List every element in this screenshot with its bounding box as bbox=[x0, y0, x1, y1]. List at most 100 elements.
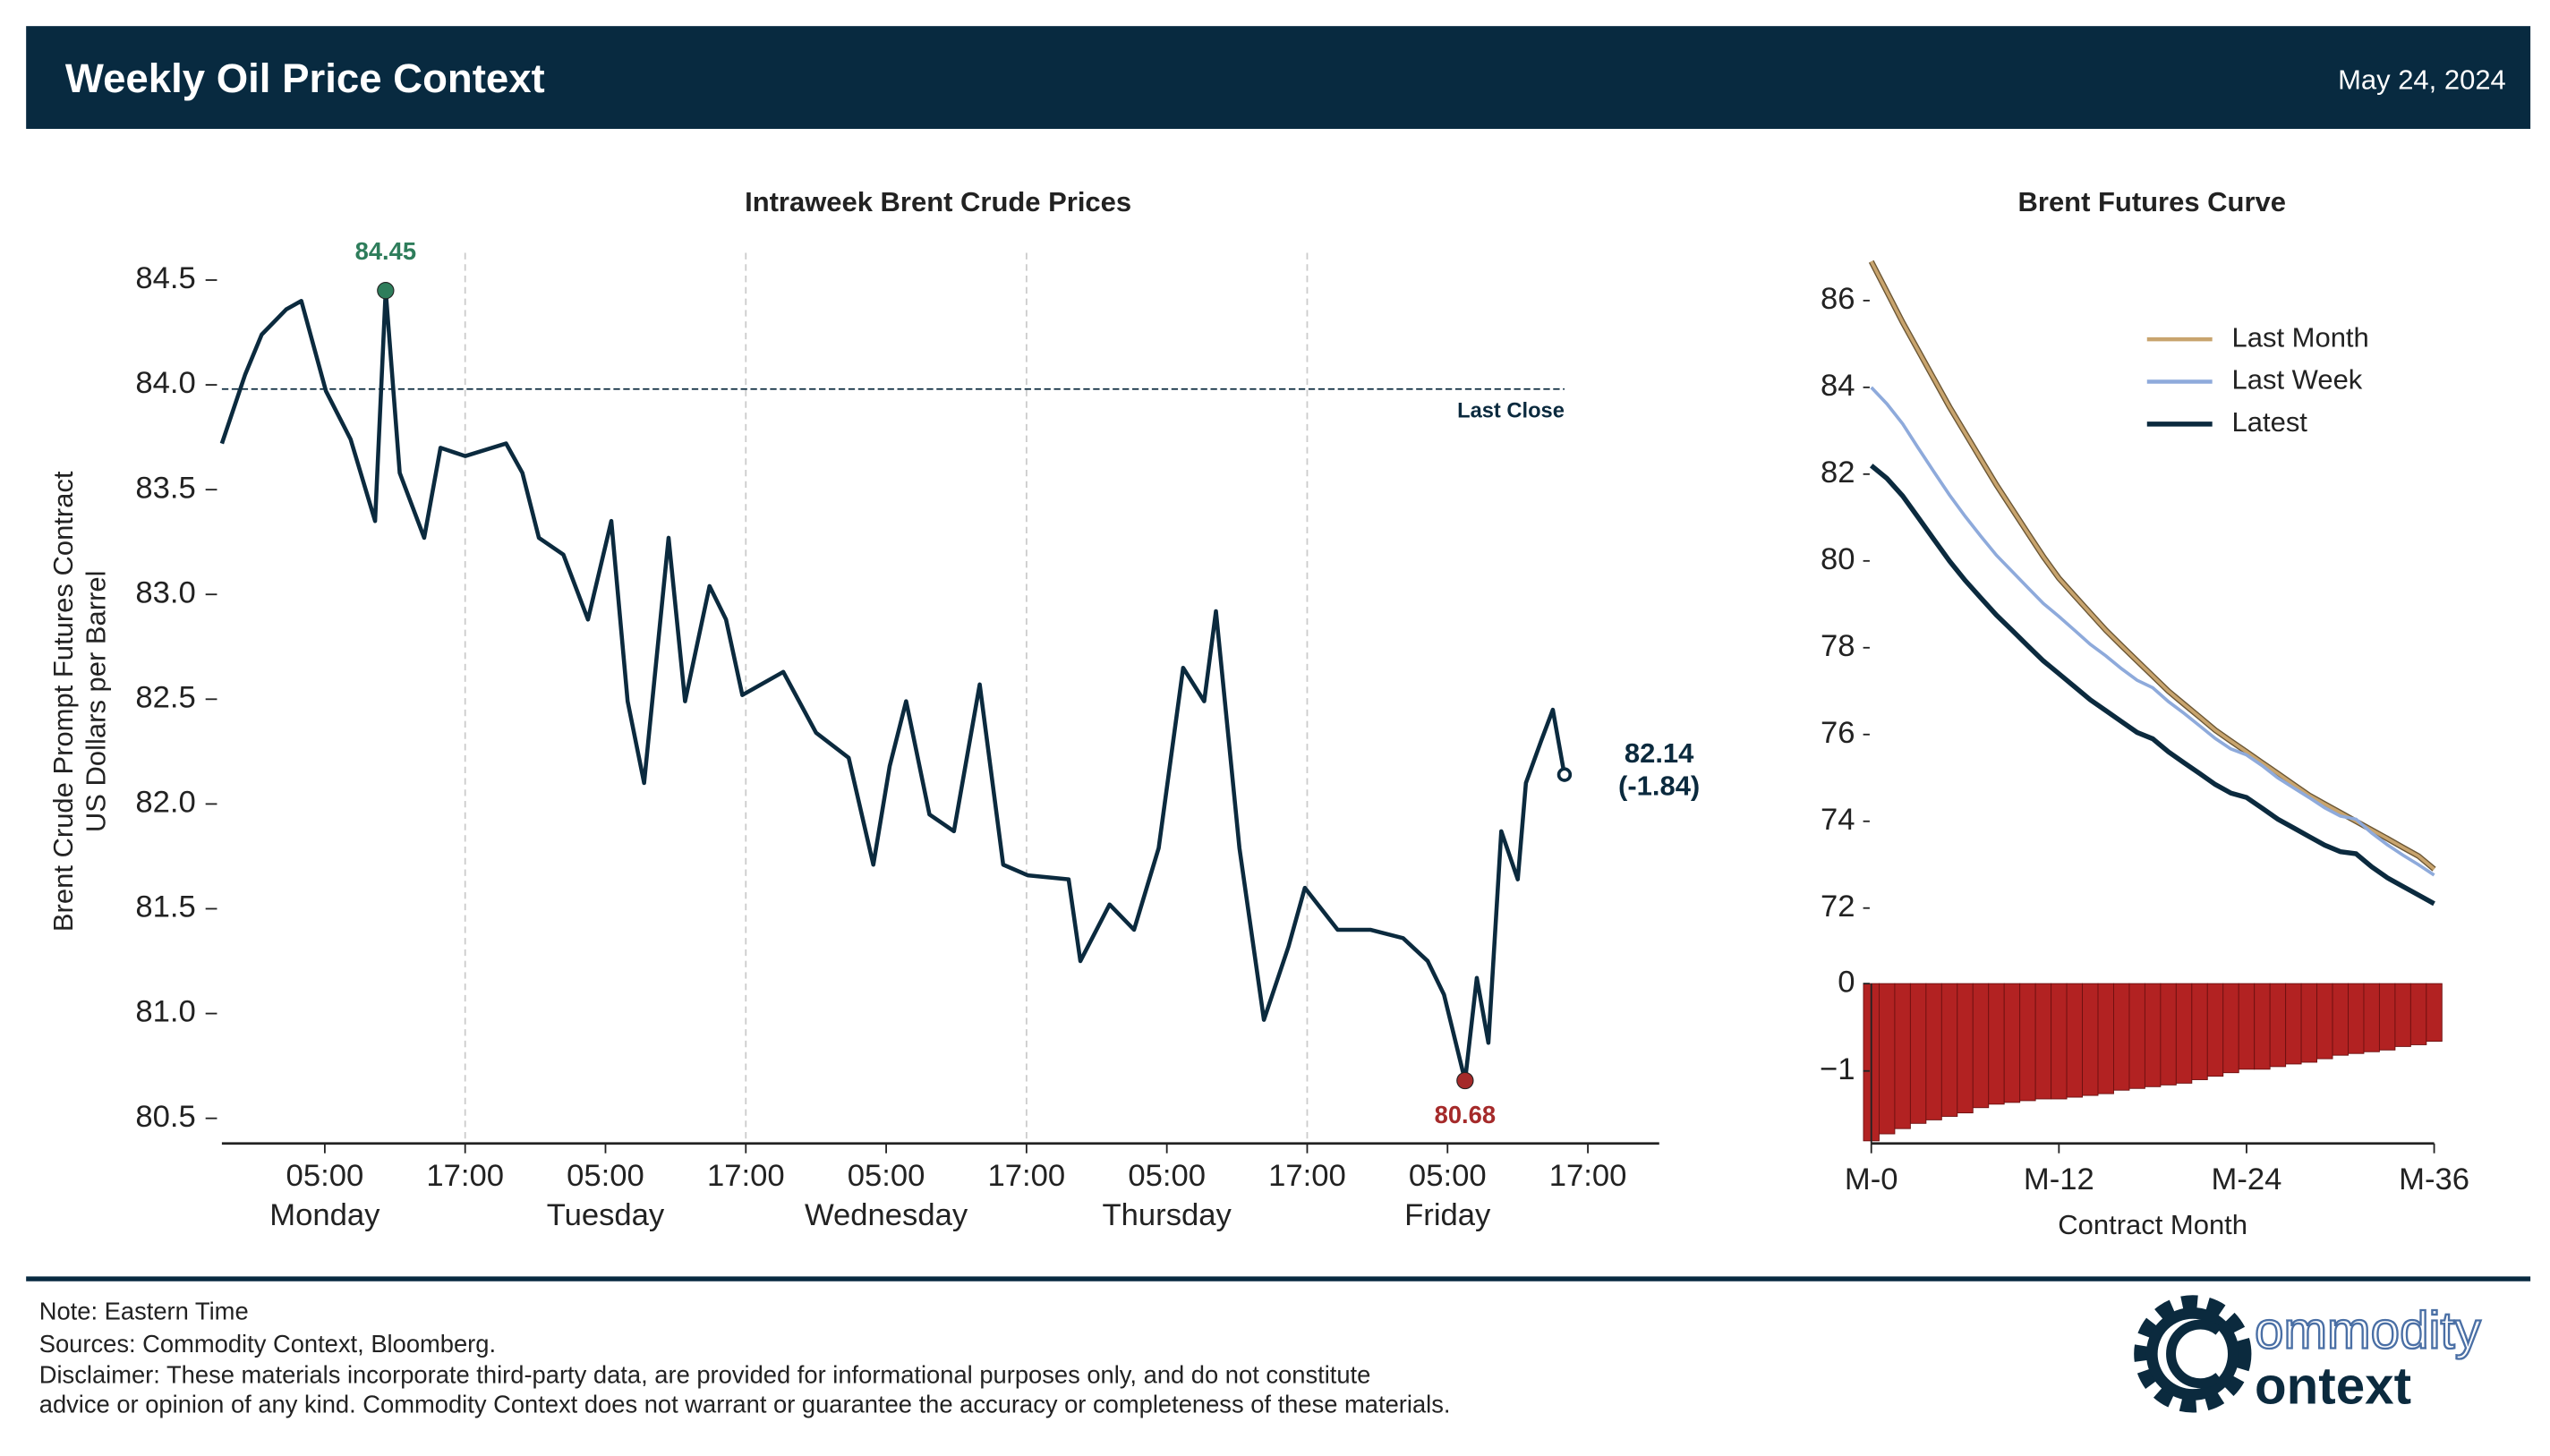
high-marker bbox=[377, 282, 395, 300]
bar bbox=[2348, 983, 2365, 1054]
y-tick-label: 80 bbox=[1821, 542, 1855, 576]
low-marker bbox=[1456, 1071, 1474, 1090]
x-tick-label: 17:00 bbox=[426, 1159, 504, 1193]
bar bbox=[2097, 983, 2114, 1094]
reference-label: Last Close bbox=[1457, 400, 1565, 423]
x-day-label: Monday bbox=[269, 1198, 380, 1232]
x-tick-label: 17:00 bbox=[707, 1159, 785, 1193]
logo-c bbox=[2166, 1319, 2222, 1389]
y-tick-label: 80.5 bbox=[135, 1100, 195, 1134]
chart-title: Brent Futures Curve bbox=[2018, 186, 2286, 217]
x-tick-label: 17:00 bbox=[988, 1159, 1066, 1193]
bar bbox=[2426, 983, 2443, 1043]
curve-line bbox=[1870, 386, 2435, 877]
x-tick-label: M-24 bbox=[2212, 1162, 2282, 1196]
x-day-label: Tuesday bbox=[547, 1198, 665, 1232]
logo-text: ommodity bbox=[2255, 1301, 2482, 1359]
y-axis-label: Brent Crude Prompt Futures Contract bbox=[47, 471, 79, 932]
x-tick-label: 17:00 bbox=[1268, 1159, 1346, 1193]
y-tick-label: 84 bbox=[1821, 369, 1855, 403]
footer-note: advice or opinion of any kind. Commodity… bbox=[39, 1390, 1451, 1418]
bar bbox=[2316, 983, 2333, 1060]
y-tick-label: 82.5 bbox=[135, 680, 195, 714]
bar bbox=[2066, 983, 2083, 1098]
legend-label: Last Month bbox=[2232, 321, 2369, 353]
bar bbox=[1909, 983, 1927, 1124]
y-tick-label: 72 bbox=[1821, 890, 1855, 924]
bar bbox=[1925, 983, 1942, 1120]
logo: ommodity ontext bbox=[2134, 1295, 2483, 1415]
bar bbox=[2363, 983, 2380, 1052]
y-tick-label: 76 bbox=[1821, 716, 1855, 750]
x-tick-label: M-0 bbox=[1845, 1162, 1898, 1196]
bar bbox=[2175, 983, 2193, 1084]
x-tick-label: 05:00 bbox=[1409, 1159, 1487, 1193]
bar bbox=[1878, 983, 1896, 1135]
footer-note: Note: Eastern Time bbox=[39, 1298, 249, 1325]
x-day-label: Friday bbox=[1404, 1198, 1491, 1232]
curve-line bbox=[1869, 464, 2435, 907]
bar bbox=[2285, 983, 2302, 1065]
bar bbox=[2034, 983, 2052, 1100]
x-tick-label: M-36 bbox=[2399, 1162, 2469, 1196]
x-tick-label: 05:00 bbox=[567, 1159, 644, 1193]
bar bbox=[2003, 983, 2021, 1103]
bar bbox=[2128, 983, 2145, 1089]
header-bar bbox=[26, 26, 2531, 129]
chart-title: Intraweek Brent Crude Prices bbox=[745, 186, 1131, 217]
last-marker bbox=[1556, 767, 1573, 782]
y-tick-label: 83.0 bbox=[135, 575, 195, 609]
y-tick-label: 81.5 bbox=[135, 890, 195, 924]
x-tick-label: M-12 bbox=[2024, 1162, 2094, 1196]
y-tick-label: 86 bbox=[1821, 282, 1855, 316]
bar bbox=[2160, 983, 2177, 1086]
bar bbox=[2222, 983, 2239, 1074]
y-tick-label: 82.0 bbox=[135, 786, 195, 820]
curve-line bbox=[1870, 260, 2435, 871]
logo-text: ontext bbox=[2255, 1357, 2411, 1415]
low-label: 80.68 bbox=[1435, 1101, 1496, 1128]
y-tick-label: −1 bbox=[1820, 1052, 1855, 1086]
bar bbox=[1940, 983, 1958, 1117]
bar bbox=[2019, 983, 2036, 1102]
footer-note: Sources: Commodity Context, Bloomberg. bbox=[39, 1330, 496, 1358]
x-axis-label: Contract Month bbox=[2058, 1209, 2247, 1240]
footer-note: Disclaimer: These materials incorporate … bbox=[39, 1361, 1371, 1389]
y-tick-label: 81.0 bbox=[135, 995, 195, 1029]
y-tick-label: 83.5 bbox=[135, 471, 195, 505]
bar bbox=[2378, 983, 2396, 1051]
bar bbox=[1894, 983, 1911, 1129]
legend-label: Last Week bbox=[2232, 364, 2363, 396]
y-tick-label: 82 bbox=[1821, 456, 1855, 490]
page-date: May 24, 2024 bbox=[2338, 64, 2506, 95]
y-tick-label: 84.5 bbox=[135, 261, 195, 295]
bar bbox=[2051, 983, 2068, 1100]
bar bbox=[2254, 983, 2271, 1070]
x-tick-label: 05:00 bbox=[1128, 1159, 1206, 1193]
bar bbox=[2238, 983, 2256, 1070]
y-tick-label: 78 bbox=[1821, 629, 1855, 663]
bar bbox=[2269, 983, 2287, 1068]
bar bbox=[2082, 983, 2099, 1096]
bar bbox=[2409, 983, 2427, 1045]
last-value-label: 82.14 bbox=[1625, 737, 1694, 769]
x-tick-label: 05:00 bbox=[848, 1159, 925, 1193]
bar bbox=[2300, 983, 2318, 1063]
bar bbox=[2191, 983, 2208, 1080]
y-tick-label: 74 bbox=[1821, 803, 1855, 837]
bar bbox=[1957, 983, 1974, 1114]
y-tick-label: 84.0 bbox=[135, 366, 195, 400]
bar bbox=[2394, 983, 2411, 1047]
bar bbox=[1972, 983, 1990, 1109]
x-day-label: Wednesday bbox=[805, 1198, 968, 1232]
x-tick-label: 05:00 bbox=[286, 1159, 364, 1193]
x-tick-label: 17:00 bbox=[1549, 1159, 1627, 1193]
bar bbox=[2206, 983, 2224, 1077]
y-axis-label: US Dollars per Barrel bbox=[81, 570, 112, 832]
bar bbox=[2113, 983, 2130, 1091]
bar bbox=[1988, 983, 2005, 1105]
y-tick-label: 0 bbox=[1838, 965, 1855, 999]
logo-gear-teeth bbox=[2134, 1295, 2252, 1413]
